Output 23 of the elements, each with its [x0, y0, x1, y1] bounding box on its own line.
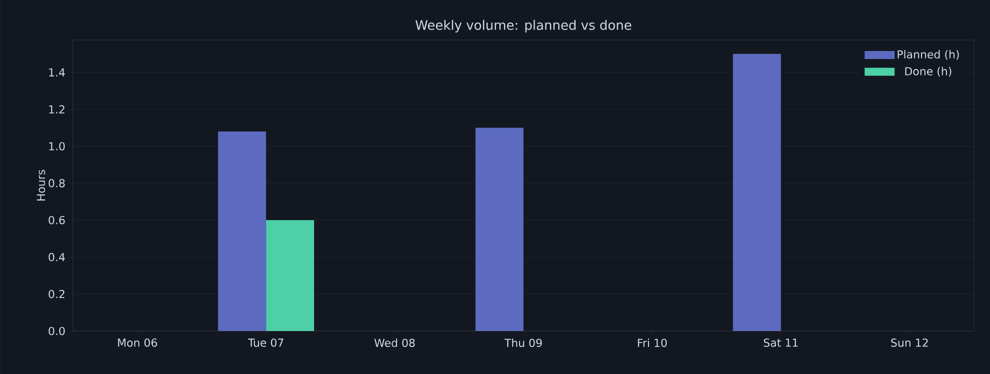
- bar: [266, 220, 314, 331]
- x-tick-label: Wed 08: [374, 338, 415, 348]
- y-tick-label: 1.4: [49, 68, 65, 76]
- y-axis-title: Hours: [36, 170, 46, 201]
- chart-title: Weekly volume: planned vs done: [416, 20, 632, 32]
- bar: [732, 54, 781, 331]
- legend-label: Done (h): [905, 66, 952, 77]
- x-tick-label: Sun 12: [891, 338, 928, 347]
- x-tick-label: Sat 11: [764, 338, 798, 347]
- legend-label: Planned (h): [898, 50, 959, 60]
- y-tick-label: 0.2: [48, 290, 64, 298]
- x-tick-label: Fri 10: [638, 338, 667, 348]
- x-tick-label: Tue 07: [248, 338, 284, 347]
- y-tick-label: 0.4: [48, 252, 65, 262]
- y-tick-label: 1.0: [49, 142, 65, 150]
- x-tick-label: Mon 06: [118, 338, 158, 347]
- y-tick-label: 0.8: [48, 179, 65, 188]
- y-tick-label: 0.0: [48, 326, 65, 336]
- y-tick-label: 0.6: [48, 216, 65, 224]
- y-tick-label: 1.2: [49, 105, 64, 114]
- bar: [218, 131, 266, 331]
- x-tick-label: Thu 09: [504, 338, 542, 348]
- bar: [476, 128, 524, 331]
